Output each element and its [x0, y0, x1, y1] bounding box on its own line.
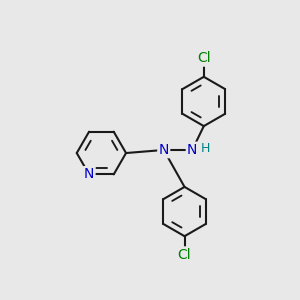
Text: N: N: [187, 143, 197, 157]
Text: Cl: Cl: [178, 248, 191, 262]
Text: N: N: [84, 167, 94, 182]
Text: Cl: Cl: [197, 51, 211, 65]
Text: N: N: [159, 143, 169, 157]
Text: H: H: [201, 142, 210, 155]
